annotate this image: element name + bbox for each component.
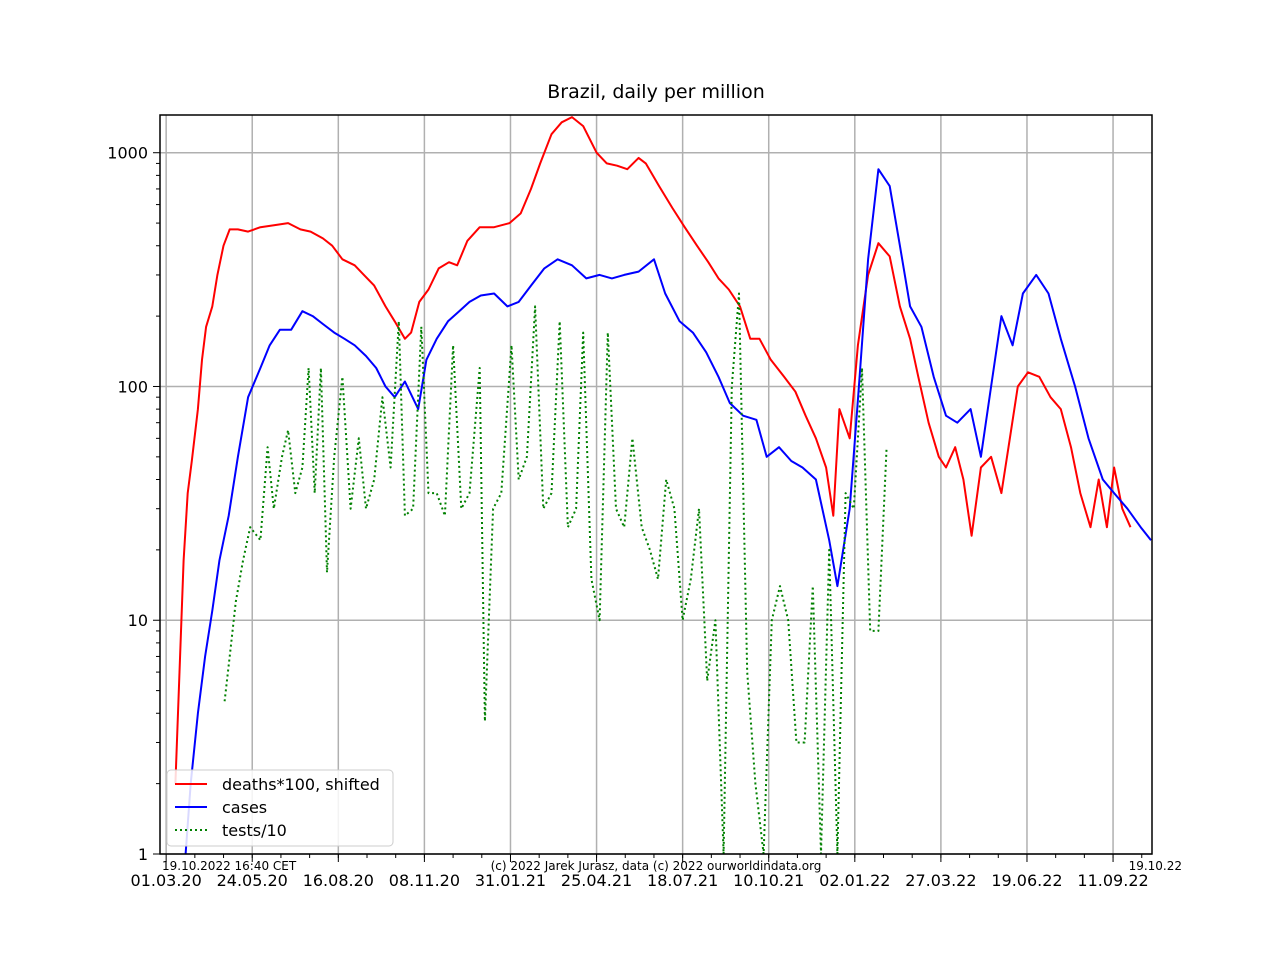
- legend-label: cases: [222, 798, 267, 817]
- x-tick-label: 18.07.21: [647, 871, 718, 890]
- legend-label: tests/10: [222, 821, 287, 840]
- legend-box: [166, 769, 394, 847]
- x-tick-label: 02.01.22: [819, 871, 890, 890]
- y-tick-label: 1000: [107, 144, 148, 163]
- x-tick-label: 19.06.22: [991, 871, 1062, 890]
- legend: deaths*100, shifted cases tests/10: [166, 769, 394, 847]
- end-date-label: 19.10.22: [1129, 859, 1182, 873]
- y-tick-label: 100: [117, 377, 148, 396]
- x-tick-label: 24.05.20: [217, 871, 288, 890]
- series-line-2: [223, 292, 888, 854]
- legend-label: deaths*100, shifted: [222, 775, 380, 794]
- chart-title: Brazil, daily per million: [547, 81, 765, 103]
- credit-label: (c) 2022 Jarek Jurasz, data (c) 2022 our…: [491, 859, 822, 873]
- x-tick-label: 27.03.22: [905, 871, 976, 890]
- plot-frame: [159, 114, 1153, 855]
- x-tick-label: 10.10.21: [733, 871, 804, 890]
- series-line-1: [184, 168, 1152, 854]
- x-tick-label: 25.04.21: [561, 871, 632, 890]
- x-tick-label: 11.09.22: [1077, 871, 1148, 890]
- y-tick-label: 10: [128, 611, 148, 630]
- timestamp-label: 19.10.2022 16:40 CET: [162, 859, 297, 873]
- x-tick-label: 01.03.20: [131, 871, 202, 890]
- x-tick-label: 08.11.20: [389, 871, 460, 890]
- x-tick-label: 31.01.21: [475, 871, 546, 890]
- series-group: [174, 116, 1152, 854]
- axes: 01.03.20 24.05.20 16.08.20 08.11.20 31.01.21…: [107, 114, 1153, 890]
- series-line-0: [174, 116, 1132, 784]
- x-tick-label: 16.08.20: [303, 871, 374, 890]
- y-tick-label: 1: [138, 845, 148, 864]
